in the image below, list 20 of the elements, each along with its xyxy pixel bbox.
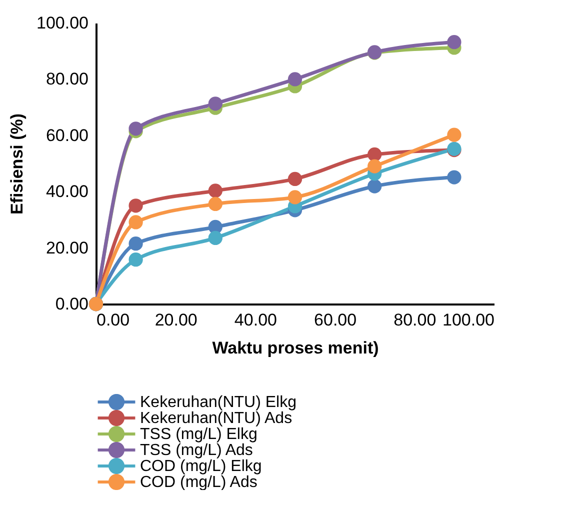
x-tick-label: 60.00 [314,310,357,330]
x-axis-title: Waktu proses menit) [212,338,379,358]
y-tick-label: 40.00 [46,182,88,202]
y-tick-label: 80.00 [46,70,88,89]
y-tick-label: 0.00 [55,294,88,314]
x-tick-label: 0.00 [96,310,130,330]
y-axis-title: Efisiensi (%) [8,113,27,215]
legend-label: Kekeruhan(NTU) Ads [140,410,292,427]
y-tick-label: 20.00 [46,238,88,258]
legend-label: COD (mg/L) Elkg [140,458,262,475]
x-tick-label: 100.00 [442,310,494,330]
legend-label: TSS (mg/L) Ads [140,442,253,459]
y-tick-label: 100.00 [36,14,88,32]
legend-label: TSS (mg/L) Elkg [140,426,258,443]
legend-label: Kekeruhan(NTU) Elkg [140,394,296,411]
y-tick-label: 60.00 [46,126,88,145]
legend-label: COD (mg/L) Ads [140,474,258,491]
x-tick-label: 80.00 [394,310,436,330]
x-tick-label: 40.00 [234,310,277,330]
x-tick-label: 20.00 [154,310,198,330]
